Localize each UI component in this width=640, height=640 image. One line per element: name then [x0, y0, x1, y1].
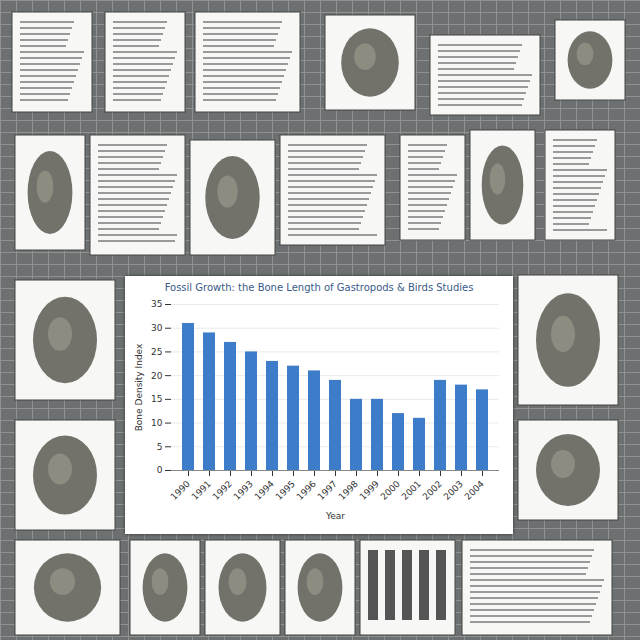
- svg-text:1997: 1997: [316, 479, 339, 502]
- svg-text:10: 10: [151, 418, 163, 428]
- svg-text:1996: 1996: [295, 479, 318, 502]
- svg-text:1998: 1998: [337, 479, 360, 502]
- svg-text:1991: 1991: [190, 479, 213, 502]
- svg-text:2002: 2002: [421, 479, 444, 502]
- html-text:Fossil Growth: the Bone Length: Fossil Growth: the Bone Length of Gastro…: [164, 282, 474, 293]
- svg-text:Year: Year: [325, 511, 345, 521]
- svg-text:1999: 1999: [358, 479, 381, 502]
- svg-text:1993: 1993: [232, 479, 255, 502]
- svg-text:2004: 2004: [463, 479, 486, 502]
- svg-text:2003: 2003: [442, 479, 465, 502]
- svg-text:20: 20: [151, 371, 163, 381]
- svg-text:1994: 1994: [253, 479, 276, 502]
- svg-text:5: 5: [157, 442, 163, 452]
- svg-text:0: 0: [157, 465, 163, 475]
- svg-text:1990: 1990: [169, 479, 192, 502]
- svg-text:2001: 2001: [400, 479, 423, 502]
- svg-text:1995: 1995: [274, 479, 297, 502]
- svg-text:15: 15: [151, 394, 162, 404]
- svg-text:2000: 2000: [379, 479, 402, 502]
- svg-text:Bone Density Index: Bone Density Index: [134, 343, 144, 431]
- svg-text:25: 25: [151, 347, 162, 357]
- svg-text:1992: 1992: [211, 479, 234, 502]
- svg-text:30: 30: [151, 323, 163, 333]
- svg-text:35: 35: [151, 299, 162, 309]
